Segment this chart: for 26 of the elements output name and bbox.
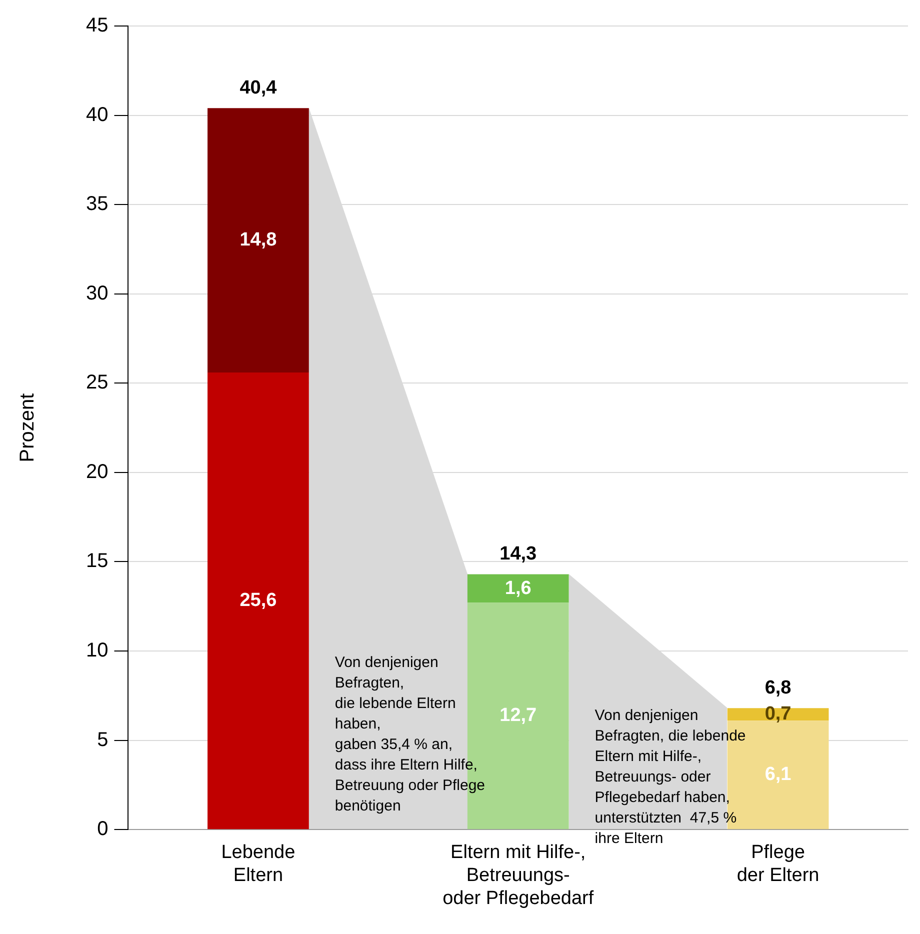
data-label: 6,1: [764, 764, 792, 786]
y-tick-label: 15: [86, 550, 108, 572]
total-label: 6,8: [764, 677, 792, 698]
data-label: 1,6: [504, 578, 532, 599]
y-tick-label: 0: [97, 818, 108, 840]
y-tick-label: 40: [86, 104, 108, 126]
y-tick-label: 25: [86, 372, 108, 394]
y-tick-label: 45: [86, 14, 108, 37]
bar: [467, 574, 569, 603]
y-tick-label: 10: [86, 640, 108, 662]
data-label: 14,8: [240, 230, 277, 251]
x-tick-label: Lebende Eltern: [221, 842, 296, 886]
y-tick-label: 30: [86, 282, 108, 304]
x-tick-label: Eltern mit Hilfe-, Betreuungs- oder Pflegebedarf: [442, 842, 594, 909]
total-label: 40,4: [240, 77, 278, 98]
y-axis-title: Prozent: [16, 392, 39, 462]
y-tick-label: 5: [97, 728, 108, 751]
bar: [208, 372, 309, 830]
y-tick-label: 20: [86, 460, 108, 483]
data-label: 12,7: [500, 705, 537, 726]
total-label: 14,3: [500, 543, 537, 564]
data-label: 0,7: [764, 704, 792, 725]
bar: [208, 108, 309, 372]
data-label: 25,6: [240, 590, 277, 612]
annotation: Von denjenigen Befragten, die lebende Eltern haben, gaben 35,4 % an, dass ihre Eltern Hilfe, Betreuung oder Pflege benötigen: [334, 654, 486, 815]
y-tick-label: 35: [86, 193, 108, 216]
